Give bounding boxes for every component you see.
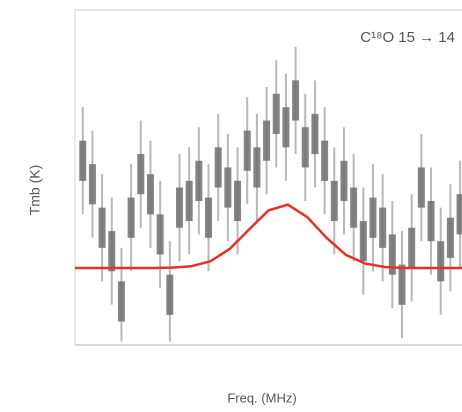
box (340, 160, 348, 201)
box (408, 227, 416, 268)
box (166, 274, 174, 315)
annotation: C¹⁸O 15 → 14 (360, 29, 455, 46)
box (146, 174, 154, 215)
box (292, 80, 300, 121)
box (175, 187, 183, 228)
box (330, 180, 338, 222)
plot-area (75, 46, 462, 342)
box (243, 130, 251, 171)
box (234, 180, 242, 222)
box (379, 207, 387, 248)
box (253, 147, 261, 188)
box (205, 197, 213, 238)
box (79, 140, 87, 181)
box (301, 127, 309, 168)
box (88, 164, 96, 205)
box (417, 167, 425, 208)
box (437, 241, 445, 282)
fit-line (75, 203, 462, 270)
box (359, 221, 367, 262)
box (108, 231, 116, 272)
box (117, 281, 125, 322)
box (350, 187, 358, 228)
box (398, 264, 406, 305)
box (156, 214, 164, 255)
box (224, 167, 232, 208)
box (127, 197, 135, 238)
box (427, 200, 435, 242)
y-axis-label: Tmb (K) (27, 165, 43, 216)
box (272, 93, 280, 134)
box (195, 160, 203, 201)
box (311, 113, 319, 155)
box (388, 234, 396, 275)
box (98, 207, 106, 248)
box (321, 140, 329, 181)
x-axis-label: Freq. (MHz) (227, 390, 296, 405)
box (137, 154, 145, 195)
box (214, 147, 222, 188)
box (369, 197, 377, 238)
box (446, 217, 454, 258)
box (456, 194, 462, 235)
box (263, 120, 271, 161)
box (185, 180, 193, 222)
box (282, 107, 290, 148)
